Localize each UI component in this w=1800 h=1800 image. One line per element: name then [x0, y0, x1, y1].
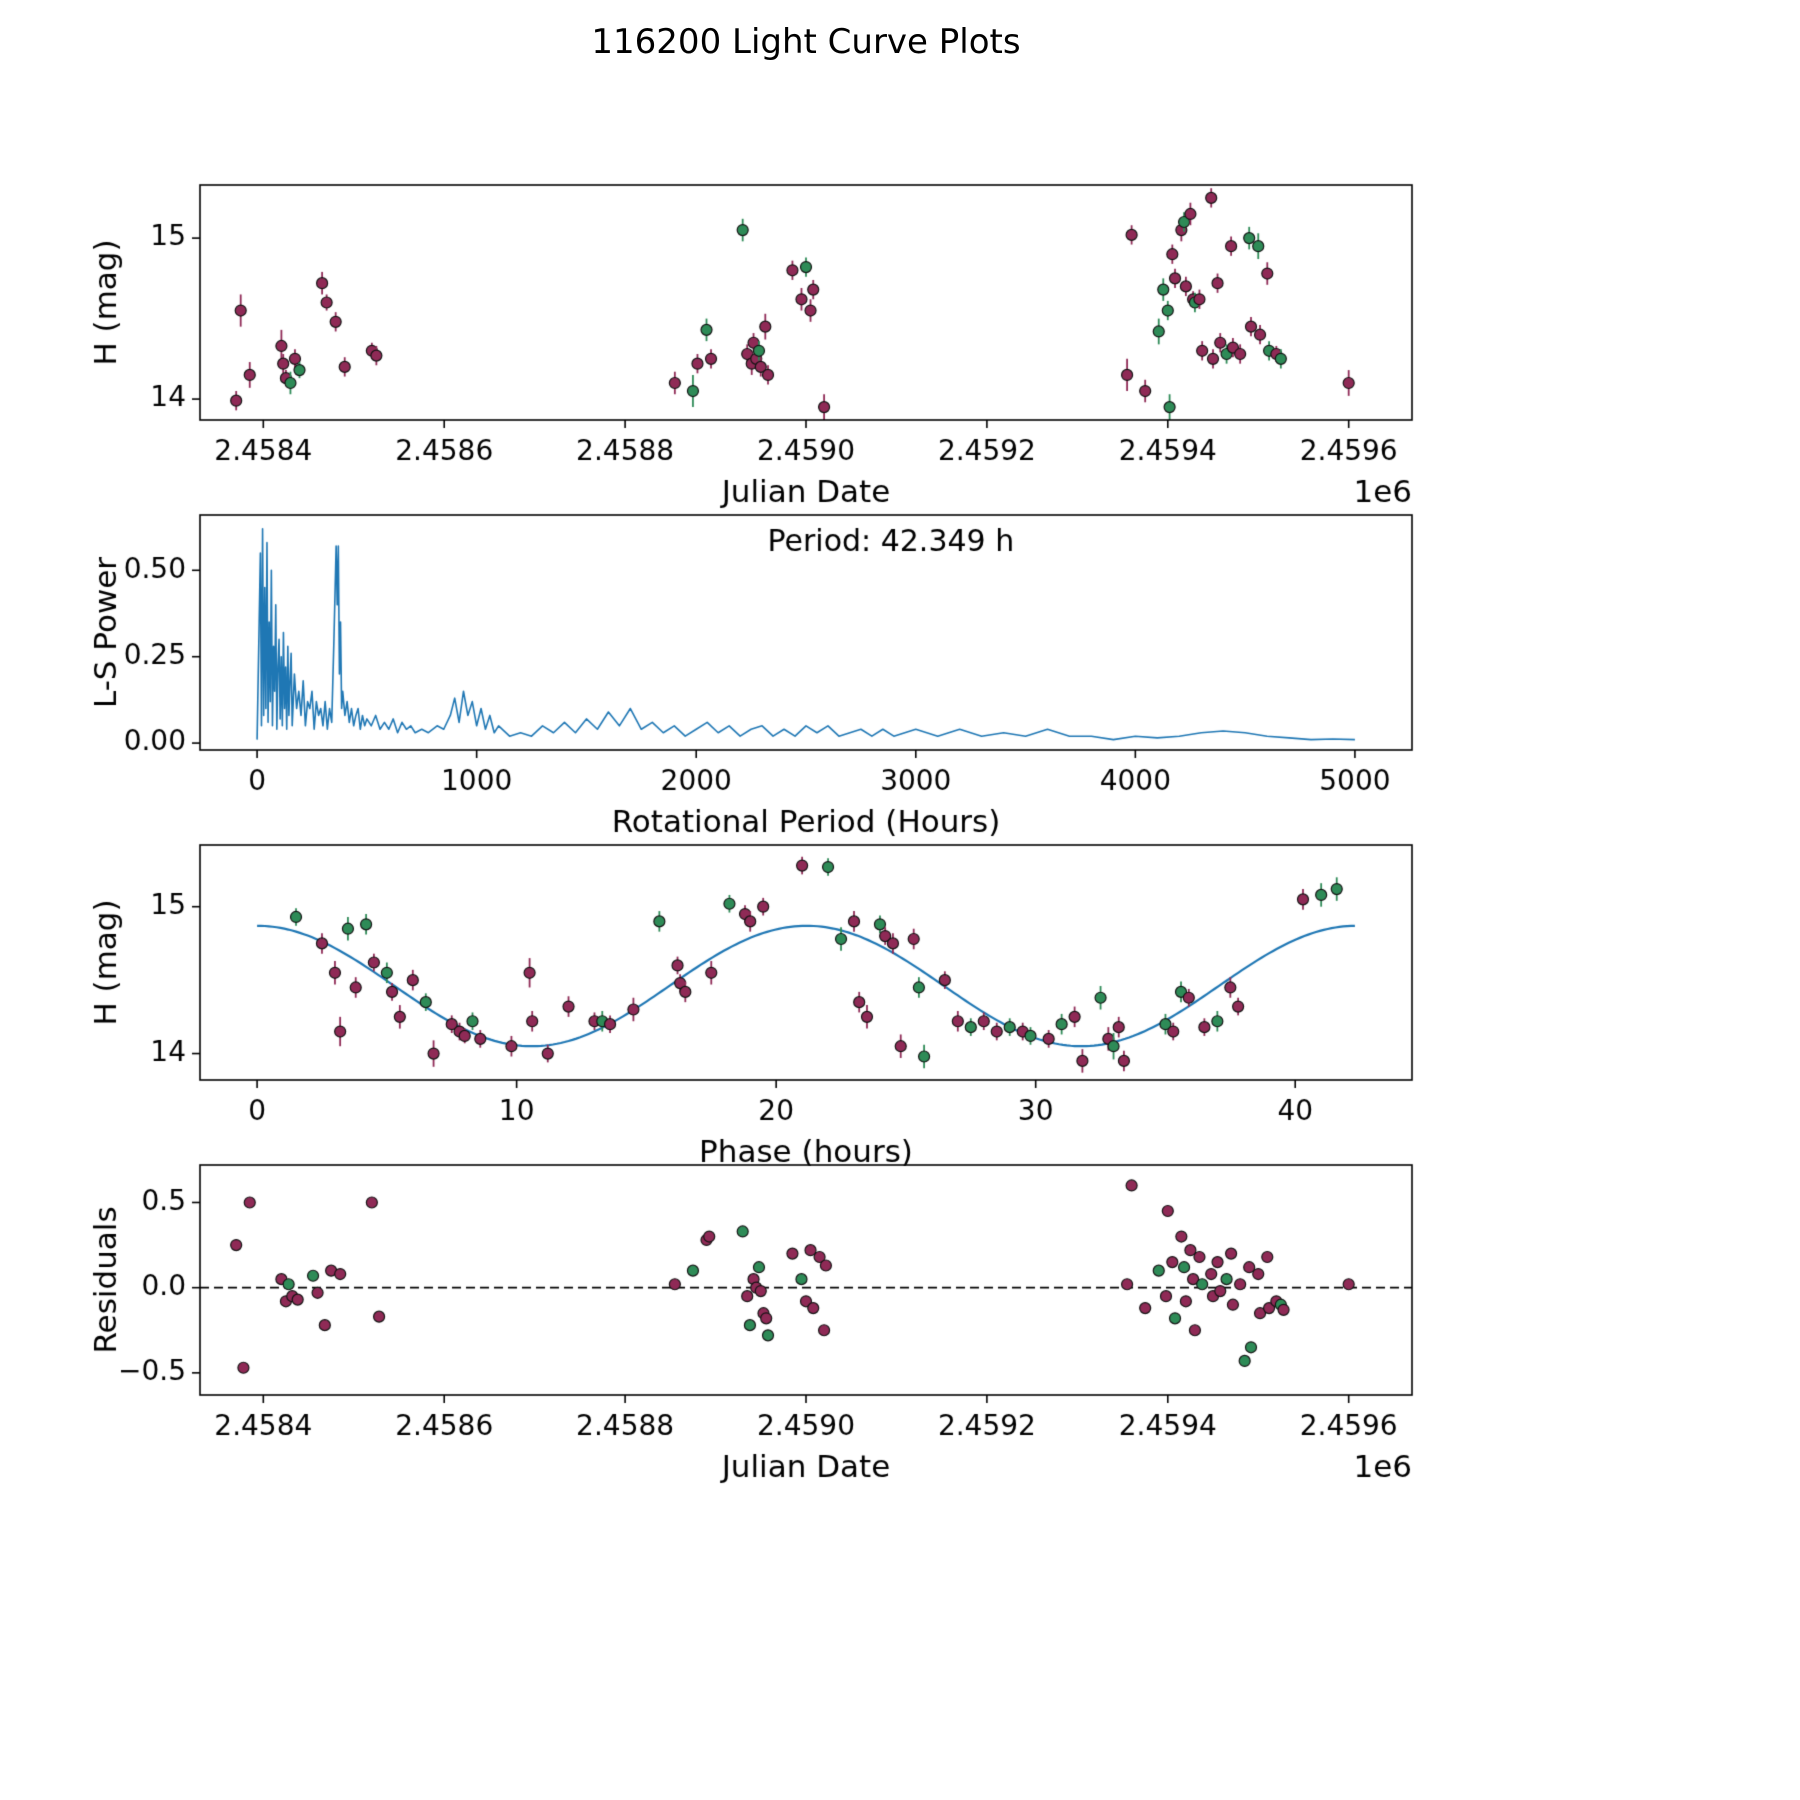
figure-title: 116200 Light Curve Plots	[591, 22, 1021, 62]
